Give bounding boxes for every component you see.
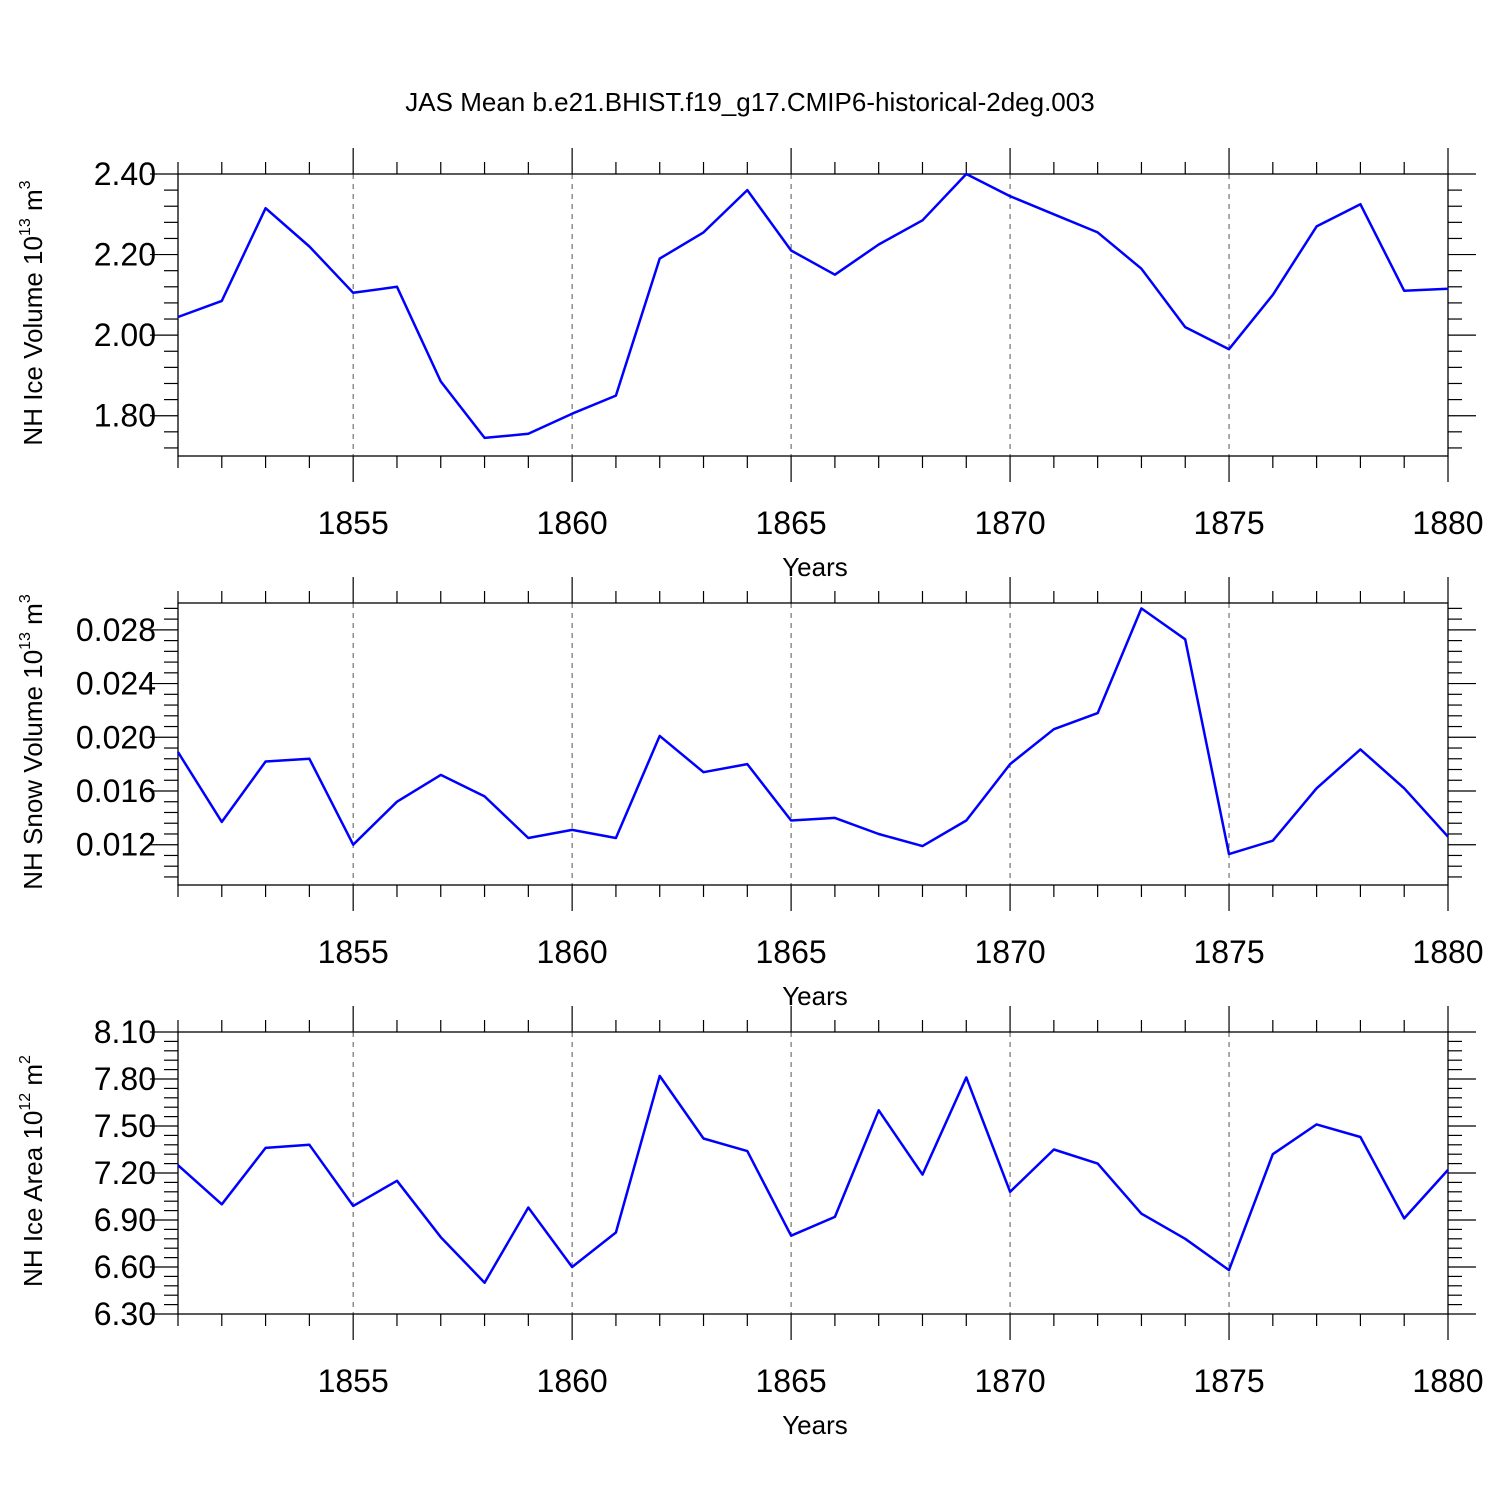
y-tick-label: 0.020 xyxy=(76,719,156,755)
y-axis-label-part: m xyxy=(18,603,48,632)
x-tick-label: 1860 xyxy=(537,505,608,541)
x-tick-label: 1870 xyxy=(974,934,1045,970)
y-axis-label-part: 13 xyxy=(17,218,34,236)
snow-volume-series-line xyxy=(176,607,1449,856)
chart-panels: 1.80 2.00 2.20 2.40 1855 1860 1865 1870 1875 1880… xyxy=(17,148,1484,1440)
x-tick-label: 1875 xyxy=(1193,934,1264,970)
x-axis-label: Years xyxy=(782,981,848,1011)
ice-volume-series-line xyxy=(177,172,1449,440)
x-tick-label: 1860 xyxy=(537,934,608,970)
y-tick-label: 7.20 xyxy=(94,1155,156,1191)
y-tick-label: 7.50 xyxy=(94,1108,156,1144)
x-tick-label: 1855 xyxy=(318,1363,389,1399)
y-axis-label-part: m xyxy=(18,189,48,218)
y-axis-label-part: 2 xyxy=(17,1055,34,1064)
x-tick-label: 1865 xyxy=(756,505,827,541)
x-tick-label: 1880 xyxy=(1412,505,1483,541)
y-tick-label: 6.30 xyxy=(94,1296,156,1332)
figure-title: JAS Mean b.e21.BHIST.f19_g17.CMIP6-histo… xyxy=(405,87,1094,117)
y-tick-label: 2.00 xyxy=(94,317,156,353)
y-axis-label-part: 12 xyxy=(17,1093,34,1111)
x-axis-label: Years xyxy=(782,1410,848,1440)
y-axis-label-part: NH Ice Volume 10 xyxy=(18,236,48,446)
y-axis-label-part: NH Ice Area 10 xyxy=(18,1111,48,1287)
y-axis-label-part: 13 xyxy=(17,632,34,650)
y-axis-label-part: m xyxy=(18,1064,48,1093)
plot-frame xyxy=(177,602,1449,886)
y-axis-label: NH Snow Volume 1013 m3 xyxy=(17,594,48,890)
x-tick-label: 1875 xyxy=(1193,1363,1264,1399)
x-tick-label: 1855 xyxy=(318,934,389,970)
x-axis-label: Years xyxy=(782,552,848,582)
plot-frame xyxy=(177,1031,1449,1315)
y-tick-label: 1.80 xyxy=(94,398,156,434)
y-tick-label: 0.016 xyxy=(76,773,156,809)
x-tick-label: 1880 xyxy=(1412,934,1483,970)
y-axis-label: NH Ice Volume 1013 m3 xyxy=(17,180,48,445)
x-tick-label: 1870 xyxy=(974,1363,1045,1399)
ice-volume-panel: 1.80 2.00 2.20 2.40 1855 1860 1865 1870 1875 1880… xyxy=(17,148,1484,582)
y-tick-label: 0.024 xyxy=(76,666,156,702)
x-tick-label: 1860 xyxy=(537,1363,608,1399)
ice-area-series-line xyxy=(177,1074,1449,1284)
y-tick-label: 8.10 xyxy=(94,1014,156,1050)
x-tick-label: 1865 xyxy=(756,934,827,970)
y-tick-label: 6.90 xyxy=(94,1202,156,1238)
y-tick-label: 2.20 xyxy=(94,237,156,273)
y-tick-label: 6.60 xyxy=(94,1249,156,1285)
y-tick-label: 0.012 xyxy=(76,827,156,863)
x-tick-label: 1880 xyxy=(1412,1363,1483,1399)
x-tick-label: 1870 xyxy=(974,505,1045,541)
y-axis-label-part: 3 xyxy=(17,180,34,189)
y-axis-label-part: NH Snow Volume 10 xyxy=(18,650,48,890)
x-tick-label: 1855 xyxy=(318,505,389,541)
plot-frame xyxy=(177,173,1449,457)
y-axis-label: NH Ice Area 1012 m2 xyxy=(17,1055,48,1287)
x-tick-label: 1875 xyxy=(1193,505,1264,541)
y-tick-label: 0.028 xyxy=(76,612,156,648)
y-tick-label: 7.80 xyxy=(94,1061,156,1097)
y-tick-label: 2.40 xyxy=(94,156,156,192)
ice-area-panel: 6.30 6.60 6.90 7.20 7.50 7.80 8.10 1855 1860 1865… xyxy=(17,1006,1484,1440)
y-axis-label-part: 3 xyxy=(17,594,34,603)
snow-volume-panel: 0.012 0.016 0.020 0.024 0.028 1855 1860 1865 187… xyxy=(17,577,1484,1011)
x-tick-label: 1865 xyxy=(756,1363,827,1399)
